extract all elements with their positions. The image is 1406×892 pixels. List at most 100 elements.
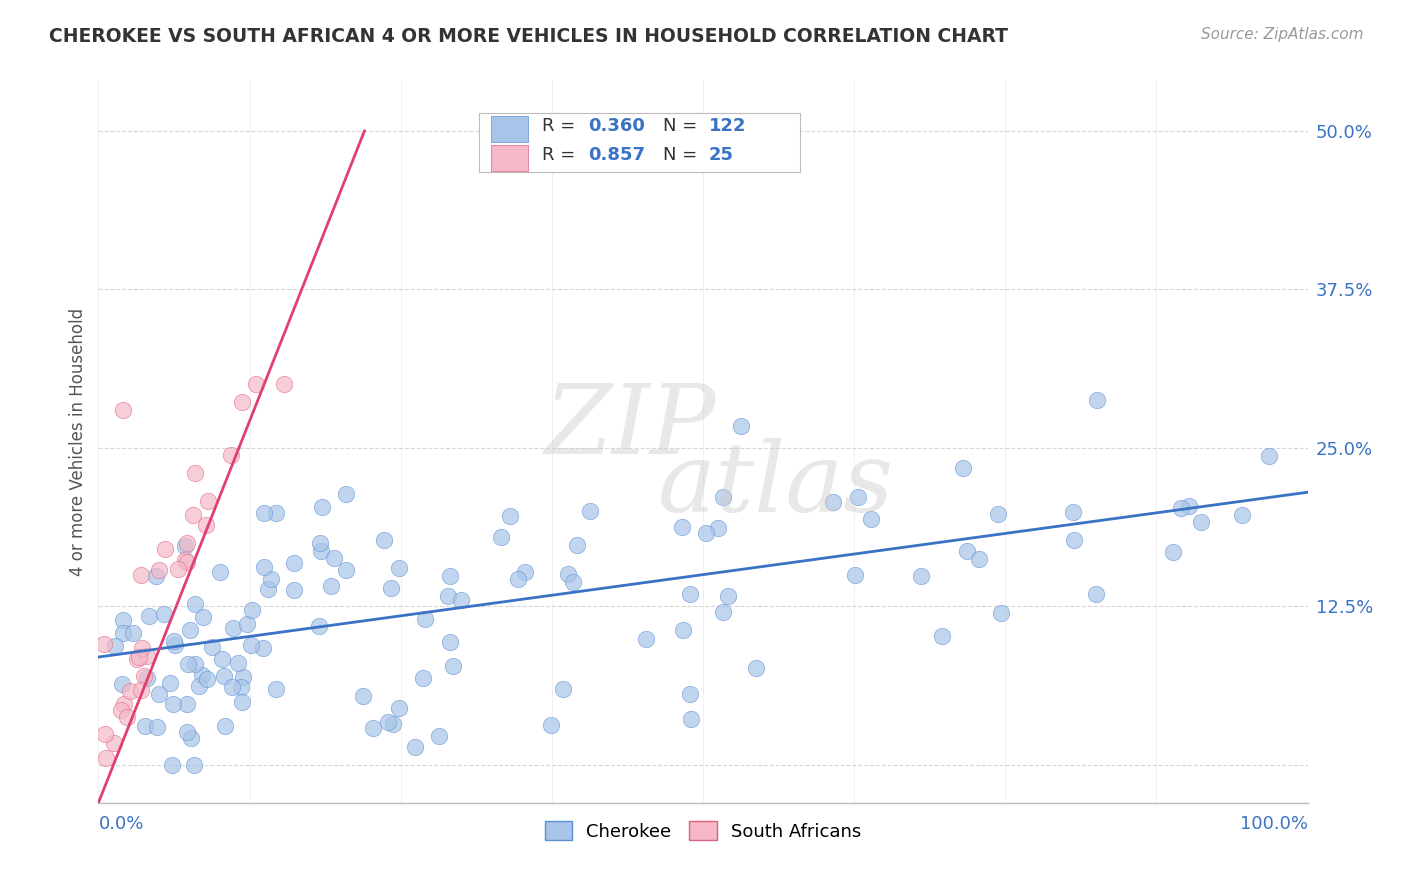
Point bbox=[180, 731, 202, 745]
Point bbox=[221, 448, 243, 462]
Point bbox=[112, 697, 135, 711]
Point bbox=[162, 698, 184, 712]
Point bbox=[437, 589, 460, 603]
Text: ZIP: ZIP bbox=[544, 380, 716, 474]
Point bbox=[117, 709, 139, 723]
Point bbox=[134, 719, 156, 733]
Point bbox=[672, 623, 695, 637]
Point bbox=[439, 569, 461, 583]
Point bbox=[952, 461, 974, 475]
Text: R =: R = bbox=[543, 145, 581, 164]
Point bbox=[335, 563, 357, 577]
Point bbox=[681, 712, 703, 726]
Text: R =: R = bbox=[543, 117, 581, 135]
Point bbox=[311, 500, 333, 514]
Point bbox=[190, 668, 212, 682]
Point bbox=[361, 721, 384, 735]
Legend: Cherokee, South Africans: Cherokee, South Africans bbox=[537, 814, 869, 848]
Point bbox=[1170, 500, 1192, 515]
Point bbox=[159, 676, 181, 690]
Point bbox=[579, 504, 602, 518]
Point bbox=[308, 535, 330, 549]
Point bbox=[188, 679, 211, 693]
Point bbox=[553, 682, 575, 697]
Point bbox=[308, 619, 330, 633]
Point bbox=[148, 687, 170, 701]
Point bbox=[153, 542, 176, 557]
Point bbox=[231, 395, 253, 409]
Text: Source: ZipAtlas.com: Source: ZipAtlas.com bbox=[1201, 27, 1364, 42]
Point bbox=[311, 543, 333, 558]
Point bbox=[232, 670, 254, 684]
Point bbox=[264, 682, 287, 697]
Point bbox=[439, 635, 461, 649]
Text: 0.360: 0.360 bbox=[588, 117, 645, 135]
Point bbox=[565, 538, 588, 552]
Point bbox=[678, 587, 700, 601]
Point bbox=[229, 680, 252, 694]
Point bbox=[450, 592, 472, 607]
Point bbox=[245, 377, 267, 392]
Point bbox=[441, 658, 464, 673]
Point bbox=[104, 639, 127, 653]
Point bbox=[103, 736, 125, 750]
Point bbox=[412, 672, 434, 686]
Point bbox=[146, 720, 169, 734]
Point bbox=[413, 612, 436, 626]
Point bbox=[990, 607, 1012, 621]
Point bbox=[145, 568, 167, 582]
Text: 0.0%: 0.0% bbox=[98, 815, 143, 833]
Point bbox=[93, 637, 115, 651]
Point bbox=[380, 582, 402, 596]
Point bbox=[322, 551, 344, 566]
Point bbox=[931, 629, 953, 643]
Point bbox=[183, 757, 205, 772]
Point bbox=[730, 418, 752, 433]
Point bbox=[1177, 499, 1199, 513]
Point bbox=[184, 467, 207, 481]
Point bbox=[695, 525, 717, 540]
Point bbox=[208, 565, 231, 579]
Point bbox=[1085, 392, 1108, 407]
Point bbox=[201, 640, 224, 654]
Point bbox=[717, 590, 740, 604]
Point bbox=[240, 603, 263, 617]
Point bbox=[260, 572, 283, 586]
Point bbox=[373, 533, 395, 548]
Point bbox=[499, 508, 522, 523]
Point bbox=[562, 575, 585, 590]
Point bbox=[111, 625, 134, 640]
Point bbox=[252, 641, 274, 656]
Point bbox=[711, 605, 734, 619]
Point bbox=[679, 687, 702, 701]
Point bbox=[176, 536, 198, 550]
Point bbox=[135, 671, 157, 685]
Point bbox=[987, 507, 1010, 521]
Point bbox=[821, 495, 844, 509]
Point bbox=[273, 377, 295, 392]
Point bbox=[176, 697, 198, 711]
Point bbox=[135, 648, 157, 663]
Point bbox=[226, 657, 249, 671]
Point bbox=[162, 633, 184, 648]
Text: 25: 25 bbox=[709, 145, 734, 164]
Point bbox=[240, 639, 263, 653]
Point bbox=[167, 562, 190, 576]
Point bbox=[179, 623, 201, 637]
Bar bbox=[492, 117, 527, 143]
Point bbox=[211, 652, 233, 666]
Text: atlas: atlas bbox=[658, 438, 894, 532]
Point bbox=[221, 681, 243, 695]
Point bbox=[173, 539, 195, 553]
Point bbox=[110, 703, 132, 717]
Y-axis label: 4 or more Vehicles in Household: 4 or more Vehicles in Household bbox=[69, 308, 87, 575]
Point bbox=[910, 569, 932, 583]
Point bbox=[634, 632, 657, 646]
Point bbox=[377, 714, 399, 729]
Point bbox=[195, 518, 218, 533]
Point bbox=[181, 508, 204, 523]
Point bbox=[222, 621, 245, 635]
Point bbox=[1258, 449, 1281, 463]
Point bbox=[283, 582, 305, 597]
Point bbox=[214, 719, 236, 733]
